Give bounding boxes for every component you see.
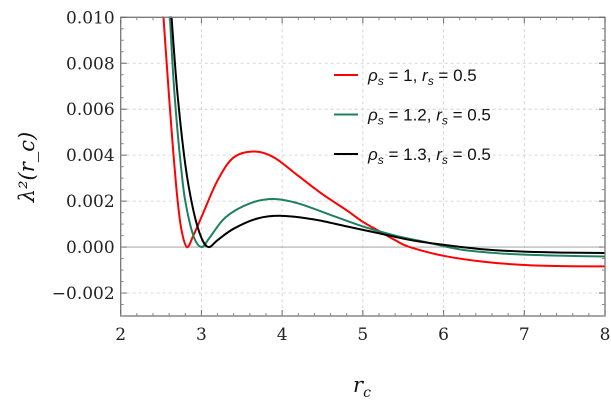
series-line-3 <box>170 17 605 255</box>
legend-label: ρs = 1.2, rs = 0.5 <box>367 106 491 128</box>
y-tick-label: 0.004 <box>66 146 115 166</box>
ticks: 2 3 4 5 6 7 8 −0.002 0.000 0.002 0.004 0.006 0.008 0.… <box>52 8 611 345</box>
x-tick-label: 8 <box>600 325 611 345</box>
x-tick-label: 7 <box>519 325 530 345</box>
grid <box>120 16 606 316</box>
x-tick-label: 3 <box>196 325 207 345</box>
legend-label: ρs = 1, rs = 0.5 <box>367 66 477 88</box>
x-tick-label: 5 <box>357 325 368 345</box>
y-tick-label: 0.000 <box>66 238 115 258</box>
y-axis-label: λ²(r_c) <box>15 132 39 203</box>
y-tick-label: 0.006 <box>66 100 115 120</box>
y-tick-label: −0.002 <box>52 284 115 304</box>
x-axis-label: rc <box>353 373 371 401</box>
x-tick-label: 4 <box>277 325 288 345</box>
x-tick-label: 2 <box>115 325 126 345</box>
curves <box>162 16 605 268</box>
x-tick-label: 6 <box>438 325 449 345</box>
y-tick-label: 0.002 <box>66 192 115 212</box>
series-line-2 <box>168 17 605 258</box>
legend: ρs = 1, rs = 0.5 ρs = 1.2, rs = 0.5 ρs = 1… <box>334 66 491 167</box>
y-tick-label: 0.010 <box>66 8 115 28</box>
legend-label: ρs = 1.3, rs = 0.5 <box>367 145 491 167</box>
series-line-1 <box>162 17 605 268</box>
y-tick-label: 0.008 <box>66 54 115 74</box>
